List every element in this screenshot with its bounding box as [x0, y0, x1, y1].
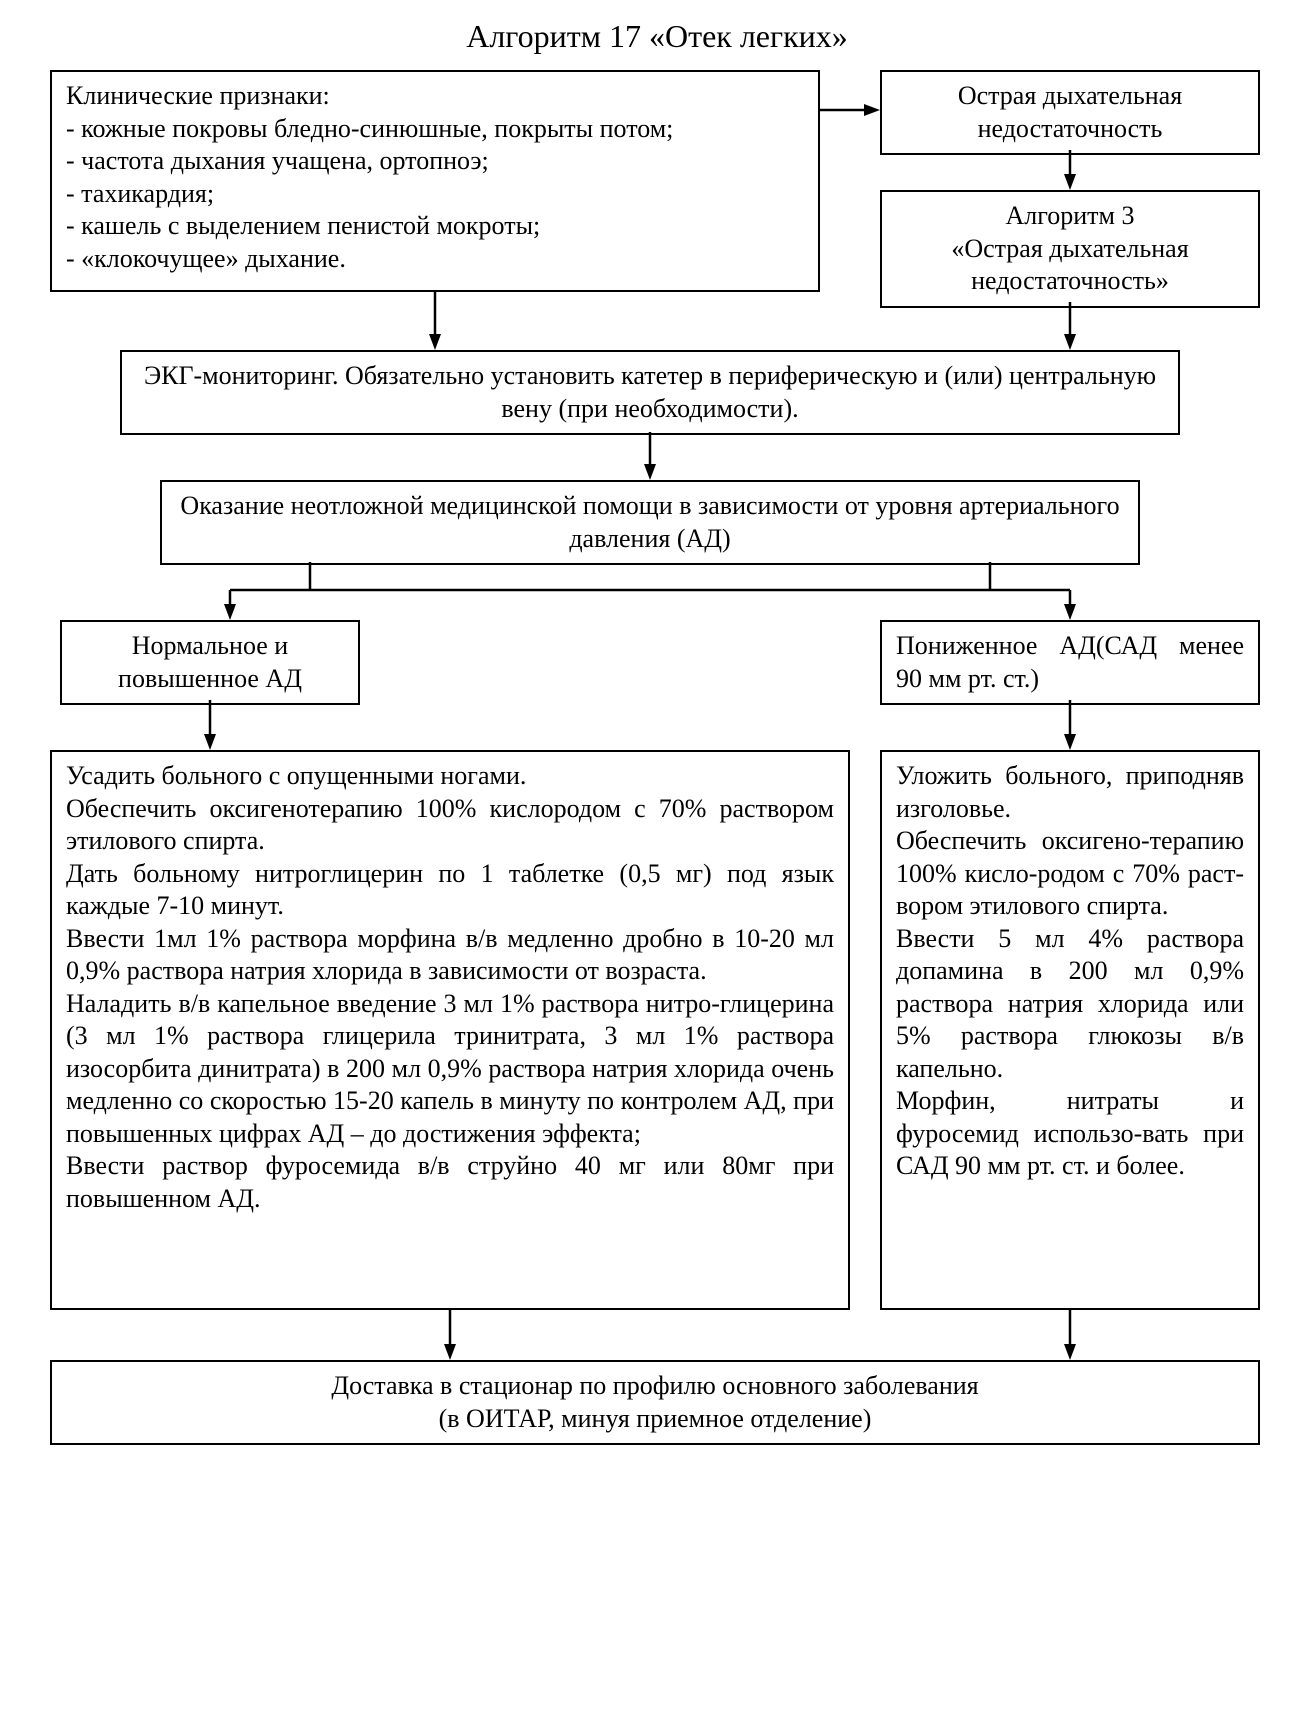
node-text: Оказание неотложной медицинской помощи в… — [180, 491, 1119, 553]
node-text: Нормальное и повышенное АД — [118, 631, 302, 693]
node-text: Доставка в стационар по профилю основног… — [331, 1371, 978, 1433]
node-hospital-delivery: Доставка в стационар по профилю основног… — [50, 1360, 1260, 1445]
node-text: ЭКГ-мониторинг. Обязательно установить к… — [144, 361, 1156, 423]
node-text: Острая дыхательная недостаточность — [958, 81, 1182, 143]
node-text: Алгоритм 3 «Острая дыхательная недостато… — [951, 201, 1188, 295]
clinical-line: - частота дыхания учащена, ортопноэ; — [66, 145, 804, 178]
node-normal-bp: Нормальное и повышенное АД — [60, 620, 360, 705]
flowchart-canvas: Алгоритм 17 «Отек легких» Клинические пр… — [0, 0, 1314, 1712]
node-emergency-care: Оказание неотложной медицинской помощи в… — [160, 480, 1140, 565]
node-low-bp: Пониженное АД(САД менее 90 мм рт. ст.) — [880, 620, 1260, 705]
node-text: Пониженное АД(САД менее 90 мм рт. ст.) — [896, 631, 1244, 693]
chart-title: Алгоритм 17 «Отек легких» — [0, 18, 1314, 55]
node-text: Уложить больного, приподняв изголовье. О… — [896, 761, 1244, 1180]
clinical-line: - «клокочущее» дыхание. — [66, 243, 804, 276]
node-ecg-monitoring: ЭКГ-мониторинг. Обязательно установить к… — [120, 350, 1180, 435]
clinical-header: Клинические признаки: — [66, 80, 804, 113]
node-text: Усадить больного с опущенными ногами. Об… — [66, 761, 834, 1213]
node-algorithm-3: Алгоритм 3 «Острая дыхательная недостато… — [880, 190, 1260, 308]
node-treatment-normal-bp: Усадить больного с опущенными ногами. Об… — [50, 750, 850, 1310]
clinical-line: - кашель с выделением пенистой мокроты; — [66, 210, 804, 243]
node-clinical-signs: Клинические признаки: - кожные покровы б… — [50, 70, 820, 292]
node-acute-respiratory-failure: Острая дыхательная недостаточность — [880, 70, 1260, 155]
node-treatment-low-bp: Уложить больного, приподняв изголовье. О… — [880, 750, 1260, 1310]
clinical-line: - тахикардия; — [66, 178, 804, 211]
clinical-line: - кожные покровы бледно-синюшные, покрыт… — [66, 113, 804, 146]
